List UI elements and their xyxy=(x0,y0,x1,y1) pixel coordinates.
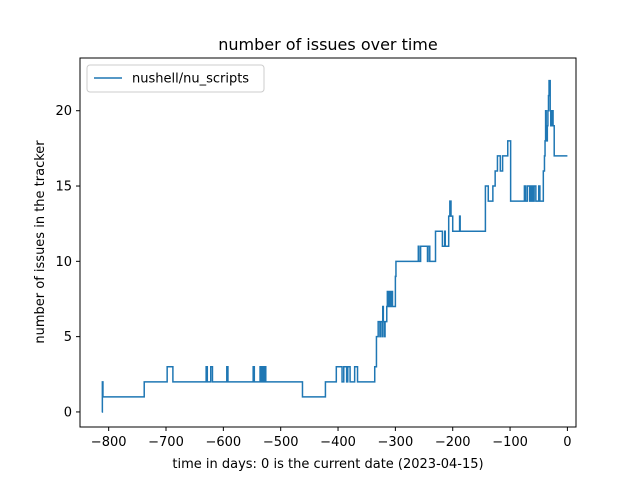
y-tick-label: 10 xyxy=(55,255,72,270)
plot-frame xyxy=(79,57,577,428)
y-tick-label: 5 xyxy=(64,330,72,345)
series-layer xyxy=(101,79,568,413)
y-tick-label: 20 xyxy=(55,104,72,119)
x-tick-label: −700 xyxy=(148,435,184,450)
x-axis-label: time in days: 0 is the current date (202… xyxy=(172,457,483,472)
y-axis-label: number of issues in the tracker xyxy=(33,140,48,344)
x-tick-label: −800 xyxy=(91,435,127,450)
chart-title: number of issues over time xyxy=(218,35,437,54)
plot-area xyxy=(80,58,576,427)
legend-entry-label: nushell/nu_scripts xyxy=(132,72,249,87)
x-tick-label: 0 xyxy=(563,435,571,450)
legend: nushell/nu_scripts xyxy=(86,64,265,93)
series-line xyxy=(101,79,568,413)
legend-box xyxy=(86,64,265,93)
x-tick-label: −200 xyxy=(435,435,471,450)
x-axis: −800 −700 −600 −500 −400 −300 −200 −100 0 xyxy=(91,427,572,450)
y-axis: 0 5 10 15 20 xyxy=(55,104,80,420)
y-tick-label: 0 xyxy=(64,405,72,420)
y-tick-label: 15 xyxy=(55,180,72,195)
x-tick-label: −500 xyxy=(263,435,299,450)
x-tick-label: −300 xyxy=(378,435,414,450)
x-tick-label: −400 xyxy=(320,435,356,450)
x-tick-label: −100 xyxy=(492,435,528,450)
x-tick-label: −600 xyxy=(205,435,241,450)
